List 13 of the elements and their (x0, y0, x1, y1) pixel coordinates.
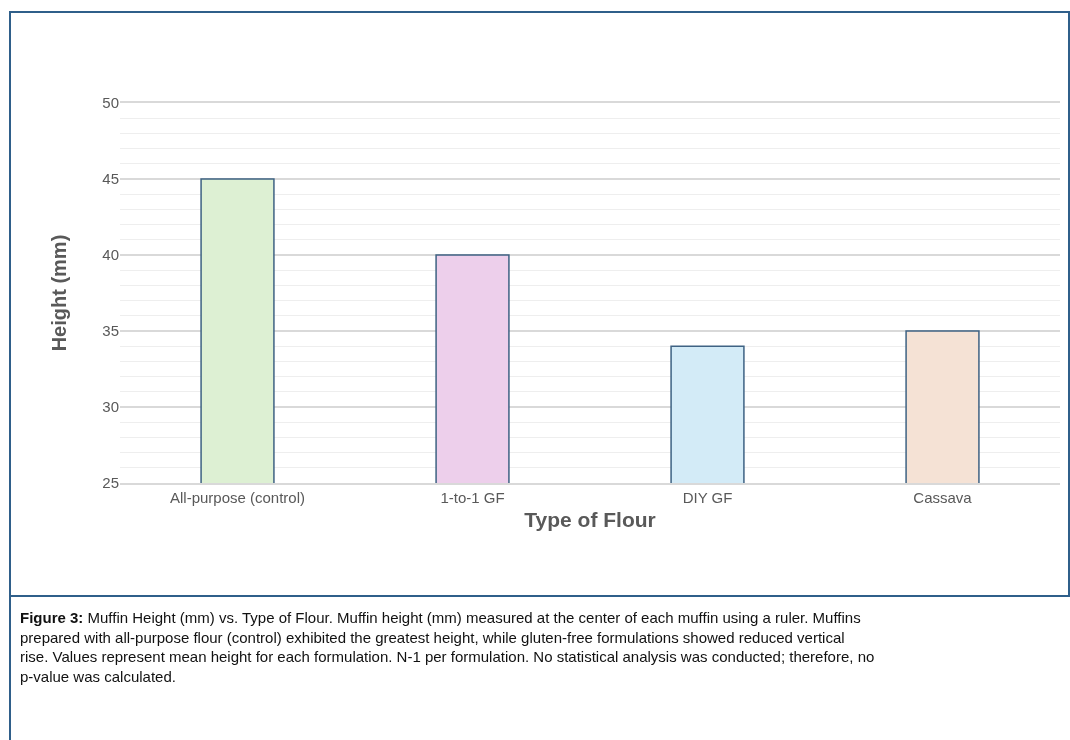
y-tick-label: 40 (102, 246, 119, 264)
y-tick-label: 45 (102, 170, 119, 188)
x-tick-label: Cassava (913, 488, 973, 506)
y-tick-label: 25 (102, 474, 119, 492)
y-axis-title: Height (mm) (47, 234, 70, 352)
x-tick-label: All-purpose (control) (169, 488, 306, 506)
y-tick-label: 50 (102, 94, 119, 112)
x-tick-label: 1-to-1 GF (440, 488, 505, 506)
y-tick-label: 35 (102, 322, 119, 340)
x-tick-label: DIY GF (682, 488, 733, 506)
y-tick-label: 30 (102, 398, 119, 416)
x-axis-title: Type of Flour (524, 508, 656, 532)
caption: Figure 3: Muffin Height (mm) vs. Type of Flour. Muffin height (mm) measured at the center of each muffin using a ruler. Muffins prepared with all-purpose flour (control) exhibited the greatest height, while gluten-free formulations showed reduced vertical rise. Values represent mean height for each formulation. N-1 per formulation. No statistical analysis was conducted; therefore, no p-value was calculated. (20, 609, 875, 685)
